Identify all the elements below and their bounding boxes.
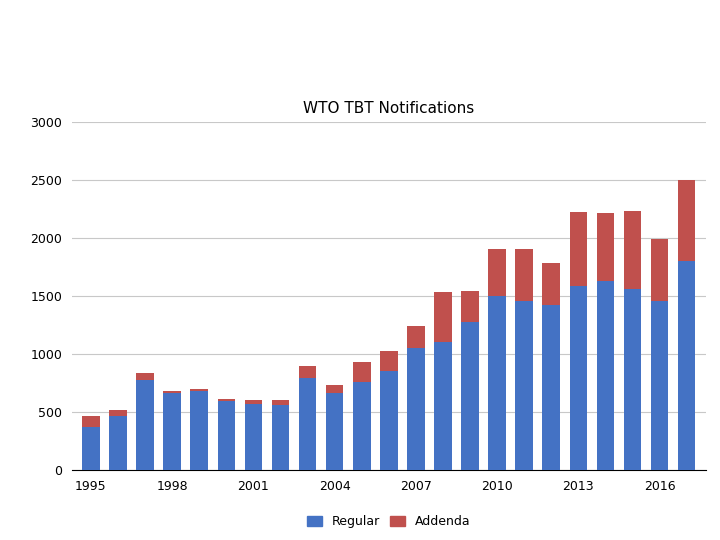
Bar bbox=[163, 392, 181, 393]
Bar bbox=[597, 213, 614, 281]
Bar bbox=[678, 180, 696, 261]
Bar bbox=[109, 410, 127, 416]
Bar bbox=[516, 301, 533, 470]
Bar bbox=[488, 296, 506, 470]
Bar bbox=[651, 301, 668, 470]
Bar bbox=[488, 249, 506, 296]
Bar bbox=[462, 322, 479, 470]
Bar bbox=[380, 371, 397, 470]
Bar bbox=[407, 348, 425, 470]
Bar bbox=[245, 403, 262, 470]
Bar bbox=[136, 373, 154, 380]
Bar bbox=[299, 378, 316, 470]
Bar bbox=[434, 342, 451, 470]
Bar bbox=[570, 286, 587, 470]
Title: WTO TBT Notifications: WTO TBT Notifications bbox=[303, 101, 474, 116]
Bar bbox=[353, 362, 371, 382]
Bar bbox=[353, 382, 371, 470]
Bar bbox=[326, 393, 343, 470]
Bar bbox=[82, 416, 100, 427]
Bar bbox=[407, 326, 425, 348]
Bar bbox=[217, 401, 235, 470]
Bar bbox=[109, 416, 127, 470]
Bar bbox=[271, 405, 289, 470]
Bar bbox=[542, 263, 560, 305]
Legend: Regular, Addenda: Regular, Addenda bbox=[302, 510, 476, 533]
Bar bbox=[434, 292, 451, 342]
Bar bbox=[624, 289, 642, 470]
Bar bbox=[462, 291, 479, 322]
Bar bbox=[678, 261, 696, 470]
Bar bbox=[651, 239, 668, 301]
Bar bbox=[326, 385, 343, 393]
Bar bbox=[82, 427, 100, 470]
Bar bbox=[624, 211, 642, 289]
Bar bbox=[191, 391, 208, 470]
Bar bbox=[542, 305, 560, 470]
Bar bbox=[245, 400, 262, 403]
Bar bbox=[136, 380, 154, 470]
Bar bbox=[597, 281, 614, 470]
Bar bbox=[271, 400, 289, 405]
Bar bbox=[570, 212, 587, 286]
Text: Growing Importance of
Standards-Related Measures: Growing Importance of Standards-Related … bbox=[145, 19, 575, 80]
Bar bbox=[163, 393, 181, 470]
Bar bbox=[380, 351, 397, 371]
Bar bbox=[217, 399, 235, 401]
Bar bbox=[516, 249, 533, 301]
Bar bbox=[299, 367, 316, 378]
Bar bbox=[191, 389, 208, 391]
